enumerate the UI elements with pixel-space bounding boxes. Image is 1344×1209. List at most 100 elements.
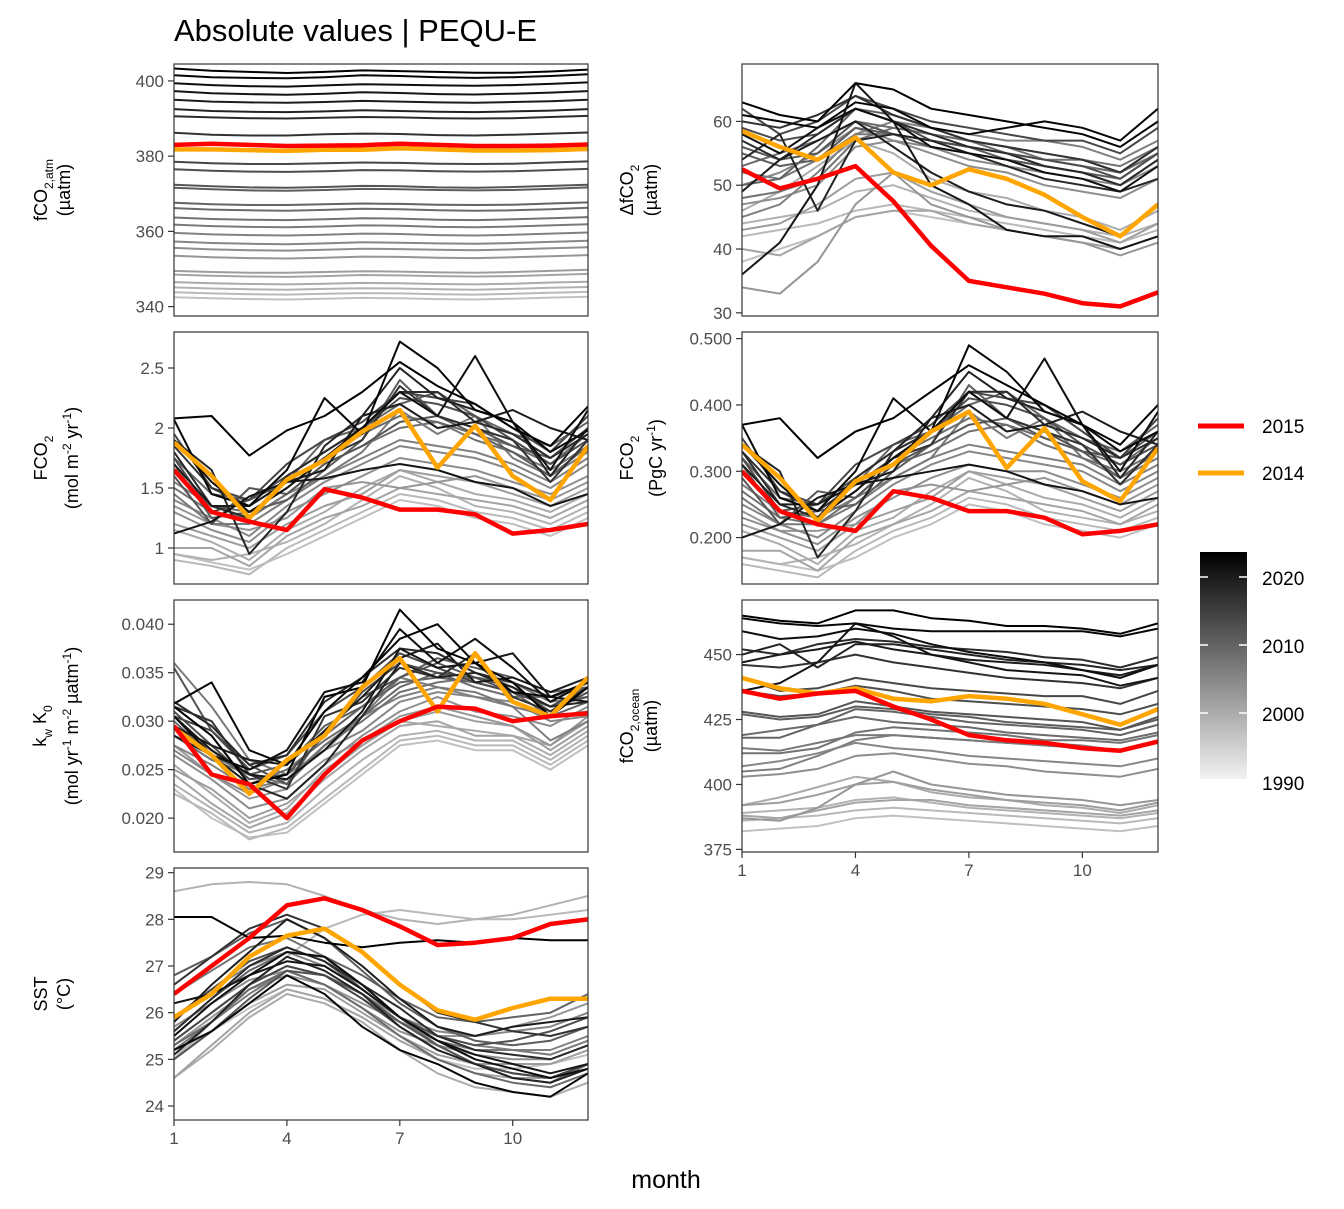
series-line-2008 [174, 206, 588, 212]
series-line-1998 [174, 286, 588, 291]
plot-area-fco2atm [174, 67, 588, 301]
series-line-2017 [174, 946, 588, 1061]
colorbar-label-1990: 1990 [1262, 774, 1304, 795]
y-tick-label-0.02: 0.020 [121, 809, 164, 828]
series-line-2019 [174, 918, 588, 1037]
series-line-2021 [742, 357, 1158, 519]
series-line-1998 [742, 476, 1158, 566]
y-tick-label-340: 340 [136, 298, 164, 317]
series-line-2020 [742, 463, 1158, 539]
series-line-2015 [174, 896, 588, 996]
ylabel-unit-fco2-pgc: (PgC yr-1) [644, 419, 666, 497]
series-line-1998 [174, 475, 588, 561]
series-line-2021 [742, 107, 1158, 193]
y-axis-sst: 24 25 26 27 28 29 [145, 864, 174, 1116]
y-tick-label-25: 25 [145, 1050, 164, 1069]
y-tick-label-375: 375 [704, 840, 732, 859]
panel-border-sst [173, 867, 589, 1121]
panel-kwk0: 0.020 0.025 0.030 0.035 0.040 kw K0 (mol yr-… [30, 599, 589, 853]
panel-border-fco2-pgc [741, 331, 1159, 585]
series-line-2023 [742, 82, 1158, 148]
series-line-2015 [742, 469, 1158, 537]
series-line-2022 [174, 73, 588, 80]
series-line-2010 [742, 705, 1158, 731]
series-line-2007 [742, 726, 1158, 755]
series-line-2021 [174, 628, 588, 771]
series-line-2022 [742, 101, 1158, 142]
series-line-2001 [742, 171, 1158, 244]
y-tick-label-380: 380 [136, 147, 164, 166]
series-line-2016 [174, 652, 588, 790]
series-line-2012 [742, 107, 1158, 180]
x-tick-label-4: 4 [851, 861, 860, 880]
ylabel-unit-fco2ocean: (µatm) [641, 700, 661, 752]
x-axis-label: month [631, 1166, 700, 1194]
series-line-2000 [174, 272, 588, 278]
panel-dfco2: 30 40 50 60 ΔfCO2 (µatm) [617, 63, 1159, 323]
series-line-1996 [742, 209, 1158, 263]
x-axis-sst: 1 4 7 10 [169, 1120, 522, 1148]
series-line-1997 [742, 806, 1158, 825]
y-tick-label-26: 26 [145, 1004, 164, 1023]
series-line-1999 [742, 470, 1158, 566]
series-line-2000 [742, 209, 1158, 257]
series-line-2006 [174, 662, 588, 776]
series-line-2016 [174, 131, 588, 137]
plot-area-fco2ocean [742, 609, 1158, 833]
panel-fco2-mol: 1 1.5 2 2.5 FCO2 (mol m-2 yr-1) [31, 331, 589, 585]
series-line-2007 [174, 216, 588, 222]
series-line-1997 [742, 203, 1158, 244]
ylabel-dfco2: ΔfCO2 [617, 164, 642, 215]
series-line-2011 [174, 183, 588, 189]
series-line-2002 [742, 770, 1158, 822]
series-line-2010 [174, 918, 588, 1047]
series-line-2013 [742, 676, 1158, 705]
series-line-1997 [742, 496, 1158, 579]
x-tick-label-10: 10 [503, 1129, 522, 1148]
colorbar-label-2020: 2020 [1262, 569, 1304, 590]
series-line-2015 [742, 163, 1158, 309]
panel-border-kwk0 [173, 599, 589, 853]
series-line-2023 [174, 67, 588, 74]
series-line-1998 [174, 881, 588, 925]
panel-border-fco2atm [173, 63, 589, 317]
series-line-2001 [742, 470, 1158, 552]
series-line-2012 [742, 397, 1158, 513]
series-line-2020 [174, 647, 588, 781]
y-tick-label-2.5: 2.5 [140, 359, 164, 378]
panel-border-fco2ocean [741, 599, 1159, 853]
series-line-1996 [174, 499, 588, 571]
series-line-1997 [174, 734, 588, 841]
colorbar-label-2000: 2000 [1262, 705, 1304, 726]
plot-area-kwk0 [174, 608, 588, 841]
series-line-2019 [742, 120, 1158, 238]
ylabel-unit-fco2-mol: (mol m-2 yr-1) [60, 407, 82, 509]
series-line-1998 [174, 729, 588, 834]
ylabel-unit-kwk0: (mol yr-1 m-2 µatm-1) [60, 647, 82, 805]
series-line-1999 [174, 280, 588, 286]
legend-colorbar: 2020 2010 2000 1990 [1200, 552, 1304, 795]
series-line-2023 [174, 916, 588, 949]
series-line-2003 [742, 139, 1158, 206]
x-tick-label-7: 7 [964, 861, 973, 880]
series-line-2019 [174, 98, 588, 104]
x-tick-label-4: 4 [282, 1129, 291, 1148]
series-line-2004 [742, 450, 1158, 539]
series-line-1997 [174, 290, 588, 296]
y-tick-label-28: 28 [145, 910, 164, 929]
legend-2014-label: 2014 [1262, 464, 1305, 485]
series-line-2003 [174, 969, 588, 1061]
series-line-2020 [174, 960, 588, 1075]
series-line-2002 [742, 171, 1158, 295]
series-line-2004 [174, 239, 588, 246]
ylabel-fco2ocean: fCO2,ocean [617, 689, 642, 764]
series-line-2002 [174, 254, 588, 260]
series-line-2015 [742, 688, 1158, 753]
plot-area-fco2-mol [174, 340, 588, 576]
series-line-2000 [742, 490, 1158, 572]
series-line-2000 [174, 487, 588, 567]
series-line-2009 [742, 708, 1158, 739]
series-line-2009 [174, 201, 588, 206]
series-line-2021 [174, 951, 588, 1079]
